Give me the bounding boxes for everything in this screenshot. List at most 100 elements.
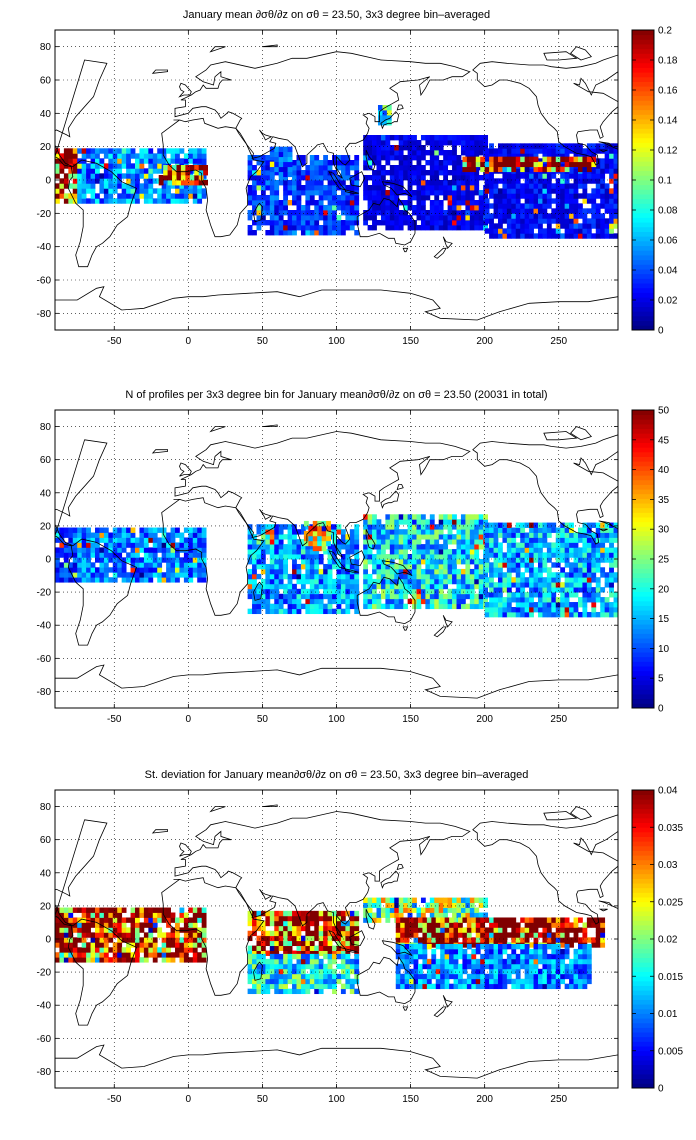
heat-cell bbox=[327, 554, 333, 560]
heat-cell bbox=[278, 180, 284, 186]
heat-cell bbox=[456, 140, 462, 146]
heat-cell bbox=[520, 233, 526, 239]
heat-cell bbox=[265, 185, 271, 191]
heat-cell bbox=[456, 573, 462, 580]
heat-cell bbox=[438, 544, 444, 550]
heat-cell bbox=[520, 153, 526, 159]
colorbar-tick-label: 40 bbox=[658, 465, 670, 476]
heat-cell bbox=[497, 927, 503, 933]
heat-cell bbox=[265, 935, 271, 942]
heat-cell bbox=[595, 233, 601, 239]
heat-cell bbox=[345, 598, 351, 605]
heat-cell bbox=[478, 544, 484, 550]
heat-cell bbox=[183, 153, 189, 159]
heat-cell bbox=[81, 932, 87, 938]
heat-cell bbox=[139, 937, 145, 943]
heat-cell bbox=[201, 572, 207, 578]
heat-cell bbox=[416, 190, 422, 196]
heat-cell bbox=[188, 148, 194, 154]
heat-cell bbox=[560, 567, 566, 573]
heat-cell bbox=[326, 540, 331, 547]
heat-cell bbox=[292, 165, 297, 171]
heat-cell bbox=[296, 603, 302, 610]
heat-cell bbox=[345, 925, 351, 932]
heat-cell bbox=[452, 215, 457, 221]
heat-cell bbox=[453, 922, 459, 928]
heat-cell bbox=[497, 611, 503, 618]
heat-cell bbox=[429, 170, 435, 176]
colorbar-tick-label: 0 bbox=[658, 326, 664, 337]
heat-cell bbox=[452, 205, 457, 211]
heat-cell bbox=[192, 532, 198, 538]
heat-cell bbox=[564, 557, 570, 563]
heat-cell bbox=[412, 519, 417, 525]
heat-cell bbox=[502, 557, 508, 563]
heat-cell bbox=[247, 573, 253, 580]
heat-cell bbox=[81, 178, 87, 184]
heat-cell bbox=[309, 588, 315, 595]
heat-cell bbox=[429, 912, 435, 918]
x-tick-label: 250 bbox=[550, 336, 567, 347]
heat-cell bbox=[413, 917, 419, 923]
heat-cell bbox=[506, 917, 512, 923]
heat-cell bbox=[398, 190, 404, 196]
heat-cell bbox=[529, 607, 534, 613]
heat-cell bbox=[260, 968, 266, 975]
heat-cell bbox=[317, 525, 323, 532]
heat-cell bbox=[412, 573, 417, 580]
heat-cell bbox=[179, 912, 185, 918]
heat-cell bbox=[152, 567, 158, 573]
heat-cell bbox=[398, 578, 404, 585]
heat-cell bbox=[609, 607, 614, 613]
heat-cell bbox=[166, 957, 171, 963]
heat-cell bbox=[103, 557, 109, 563]
heat-cell bbox=[265, 529, 271, 535]
heat-cell bbox=[420, 225, 426, 231]
heat-cell bbox=[81, 912, 87, 918]
heat-cell bbox=[175, 527, 180, 533]
heat-cell bbox=[139, 193, 145, 199]
colorbar-swatch bbox=[632, 194, 654, 200]
heat-cell bbox=[478, 210, 484, 216]
heat-cell bbox=[420, 598, 426, 605]
heat-cell bbox=[542, 557, 548, 563]
heat-cell bbox=[555, 193, 561, 199]
heat-cell bbox=[274, 925, 280, 932]
heat-cell bbox=[81, 158, 87, 164]
heat-cell bbox=[130, 942, 136, 948]
heat-cell bbox=[170, 912, 176, 918]
heat-cell bbox=[416, 593, 422, 600]
heat-cell bbox=[252, 983, 257, 990]
heat-cell bbox=[524, 213, 530, 219]
heat-cell bbox=[274, 210, 280, 216]
coastline bbox=[55, 286, 618, 330]
heat-cell bbox=[354, 230, 360, 236]
heat-cell bbox=[175, 547, 180, 553]
heat-cell bbox=[323, 603, 329, 610]
heat-cell bbox=[59, 937, 65, 943]
heat-cell bbox=[260, 593, 266, 600]
colorbar-swatch bbox=[632, 572, 654, 579]
heat-cell bbox=[63, 178, 69, 184]
heat-cell bbox=[524, 937, 530, 943]
heat-cell bbox=[183, 193, 189, 199]
heat-cell bbox=[403, 568, 409, 575]
heat-cell bbox=[434, 544, 440, 550]
heat-cell bbox=[420, 200, 426, 206]
heat-cell bbox=[460, 588, 466, 595]
heat-cell bbox=[340, 573, 346, 580]
heat-cell bbox=[515, 178, 521, 184]
heat-cell bbox=[117, 927, 123, 933]
heat-cell bbox=[312, 540, 318, 547]
heat-cell bbox=[81, 542, 87, 548]
heat-cell bbox=[489, 228, 494, 234]
heat-cell bbox=[309, 180, 315, 186]
heat-cell bbox=[443, 568, 449, 575]
heat-cell bbox=[456, 519, 462, 525]
heat-cell bbox=[323, 925, 329, 932]
heat-cell bbox=[389, 215, 395, 221]
x-tick-label: 0 bbox=[186, 714, 192, 725]
heat-cell bbox=[506, 213, 512, 219]
heat-cell bbox=[372, 902, 377, 908]
heat-cell bbox=[300, 559, 306, 565]
